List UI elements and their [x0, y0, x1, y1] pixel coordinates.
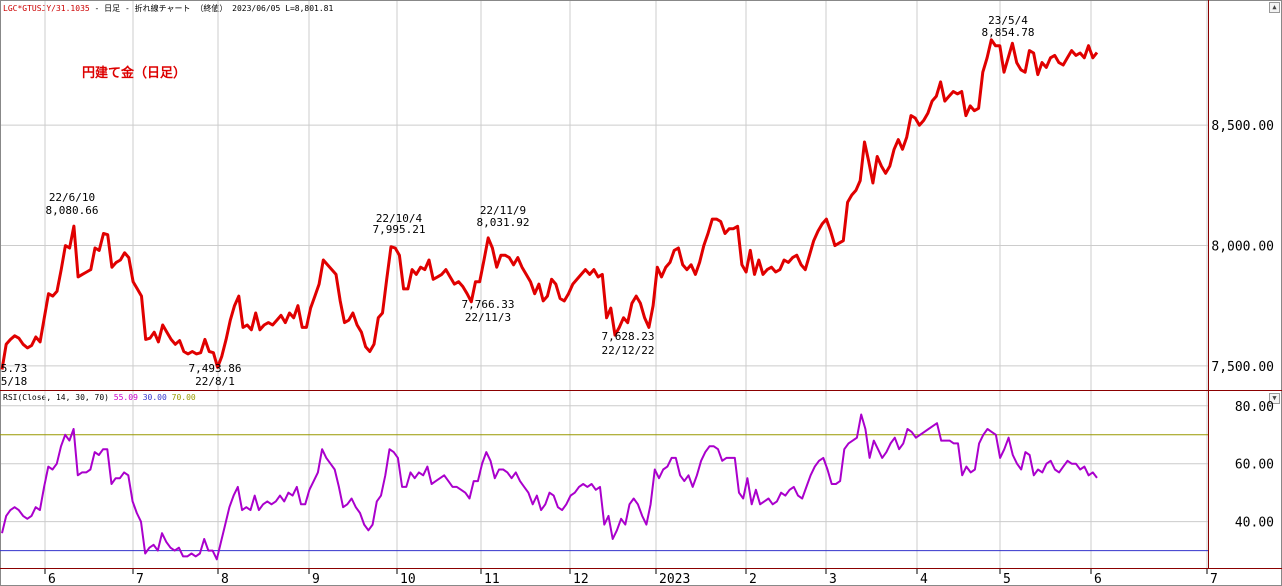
rsi-gridlines: [0, 405, 1208, 523]
rsi-series: [1, 413, 1098, 561]
month-label: 5: [1003, 572, 1011, 586]
rsi-axis-ticks: 40.00 60.00 80.00: [1235, 400, 1274, 531]
month-label: 8: [221, 572, 229, 586]
annotation-value: 8,031.92: [477, 216, 530, 229]
annotation-date: 22/8/1: [195, 375, 235, 388]
month-label: 4: [920, 572, 928, 586]
price-tick-label: 8,500.00: [1211, 119, 1274, 134]
symbol-label: LGC*GTUSJY/31.1035: [3, 4, 90, 13]
rsi-line: [1, 413, 1098, 561]
rsi-upper-level: 70.00: [171, 393, 196, 402]
rsi-tick-label: 60.00: [1235, 458, 1274, 473]
month-label: 3: [829, 572, 837, 586]
annotation-value: 7,628.23: [602, 330, 655, 343]
month-label: 9: [312, 572, 320, 586]
price-series: [0, 38, 1099, 370]
annotation-date: 22/6/10: [49, 191, 95, 204]
price-tick-label: 8,000.00: [1211, 240, 1274, 255]
scroll-up-button[interactable]: ▲: [1269, 2, 1280, 13]
price-line: [0, 38, 1099, 370]
price-tick-label: 7,500.00: [1211, 360, 1274, 375]
rsi-header: RSI(Close, 14, 30, 70) 55.09 30.00 70.00: [3, 393, 196, 402]
annotation-date: 22/10/4: [376, 212, 423, 225]
month-label: 7: [136, 572, 144, 586]
month-label: 2023: [659, 572, 690, 586]
chart-title: 円建て金（日足）: [82, 65, 186, 81]
annotation-value: 7,995.21: [373, 223, 426, 236]
rsi-tick-label: 80.00: [1235, 400, 1274, 415]
month-label: 6: [1094, 572, 1102, 586]
month-label: 12: [573, 572, 589, 586]
month-label: 7: [1210, 572, 1218, 586]
annotation-date: 22/11/9: [480, 204, 526, 217]
price-axis-ticks: 7,500.00 8,000.00 8,500.00: [1211, 119, 1274, 375]
month-label: 6: [48, 572, 56, 586]
annotation-value: 7,493.86: [189, 362, 242, 375]
annotation-value: 5.73: [1, 362, 28, 375]
rsi-lower-level: 30.00: [142, 393, 167, 402]
rsi-tick-label: 40.00: [1235, 516, 1274, 531]
month-axis-labels: 6 7 8 9 10 11 12 2023 2 3 4 5 6 7: [48, 572, 1218, 586]
annotation-value: 8,854.78: [982, 26, 1035, 39]
rsi-current-value: 55.09: [113, 393, 138, 402]
rsi-name: RSI(Close, 14, 30, 70): [3, 393, 109, 402]
month-label: 11: [484, 572, 500, 586]
annotation-date: 5/18: [1, 375, 28, 388]
annotation-date: 23/5/4: [988, 14, 1028, 27]
month-gridlines: [44, 0, 1208, 574]
annotation-value: 8,080.66: [46, 204, 99, 217]
price-annotations: 22/6/108,080.66 22/8/17,493.86 22/10/47,99…: [1, 14, 1035, 388]
month-label: 10: [400, 572, 416, 586]
month-label: 2: [749, 572, 757, 586]
annotation-date: 22/11/3: [465, 311, 511, 324]
annotation-date: 22/12/22: [602, 344, 655, 357]
chart-description: - 日足 - 折れ線チャート （終値） 2023/06/05 L=8,801.8…: [89, 4, 334, 13]
annotation-value: 7,766.33: [462, 298, 515, 311]
chart-header: LGC*GTUSJY/31.1035 - 日足 - 折れ線チャート （終値） 2…: [3, 3, 333, 14]
scroll-down-button[interactable]: ▼: [1269, 393, 1280, 404]
price-gridlines: [0, 124, 1208, 367]
